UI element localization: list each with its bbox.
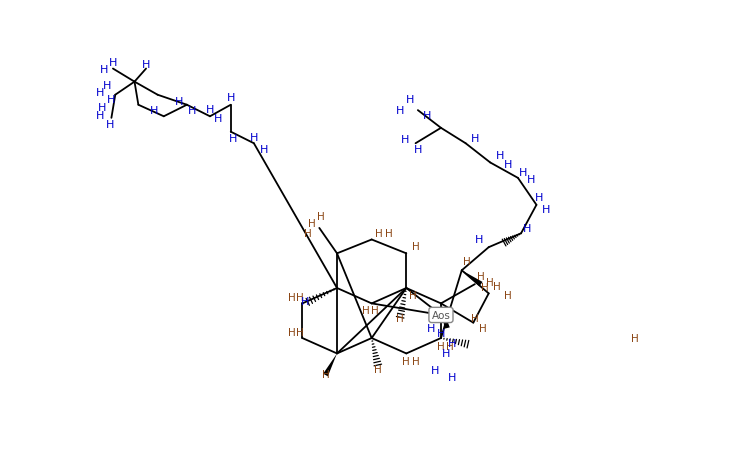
Text: H: H [317,212,325,222]
Text: H: H [447,339,456,349]
Text: H: H [98,103,106,113]
Text: H: H [296,327,304,337]
Text: H: H [206,104,214,114]
Text: H: H [175,97,183,106]
Text: H: H [463,257,471,267]
Text: H: H [308,218,316,228]
Text: H: H [107,95,116,105]
Text: H: H [481,282,489,293]
Text: H: H [542,204,550,214]
Text: H: H [535,193,543,203]
Text: H: H [442,349,450,359]
Text: H: H [504,290,512,300]
Text: H: H [260,144,268,154]
Text: H: H [431,366,439,375]
Text: H: H [479,323,486,333]
Text: H: H [395,313,404,323]
Text: H: H [376,229,383,239]
Polygon shape [323,354,337,376]
Text: H: H [496,150,505,161]
Text: H: H [396,106,404,116]
Text: H: H [437,329,445,339]
Text: H: H [410,290,417,300]
Text: H: H [296,293,304,303]
Text: H: H [229,133,237,144]
Text: H: H [504,160,512,169]
Text: H: H [486,277,494,287]
Text: H: H [371,306,379,316]
Text: H: H [96,111,104,120]
Text: H: H [447,372,456,382]
Text: H: H [250,133,258,143]
Text: H: H [108,58,117,68]
Text: H: H [227,93,235,103]
Text: H: H [437,341,445,351]
Text: H: H [96,88,104,97]
Text: H: H [477,272,485,282]
Text: H: H [322,369,329,379]
Text: H: H [214,113,222,124]
Text: H: H [406,95,414,105]
Text: H: H [471,313,479,323]
Text: H: H [492,281,500,291]
Text: H: H [361,306,370,316]
Text: H: H [475,235,483,245]
Text: H: H [471,133,479,144]
Text: H: H [523,224,532,233]
Text: H: H [288,293,296,303]
Polygon shape [441,304,450,329]
Text: H: H [105,120,114,130]
Text: H: H [631,333,639,343]
Text: H: H [412,241,419,251]
Text: H: H [150,106,158,116]
Text: H: H [413,144,422,154]
Text: H: H [519,167,528,177]
Text: H: H [385,229,392,239]
Text: H: H [401,135,410,145]
Text: H: H [401,357,410,366]
Text: H: H [423,111,431,120]
Text: H: H [304,229,312,239]
Polygon shape [462,271,483,287]
Text: H: H [288,327,296,337]
Text: H: H [103,81,111,91]
Text: H: H [301,296,309,307]
Text: H: H [99,64,108,75]
Text: H: H [527,175,535,185]
Text: H: H [374,364,382,374]
Text: H: H [188,106,197,116]
Text: Aos: Aos [431,310,450,320]
Text: H: H [412,357,419,366]
Text: H: H [427,323,435,333]
Text: H: H [142,60,151,70]
Text: H: H [447,341,454,351]
